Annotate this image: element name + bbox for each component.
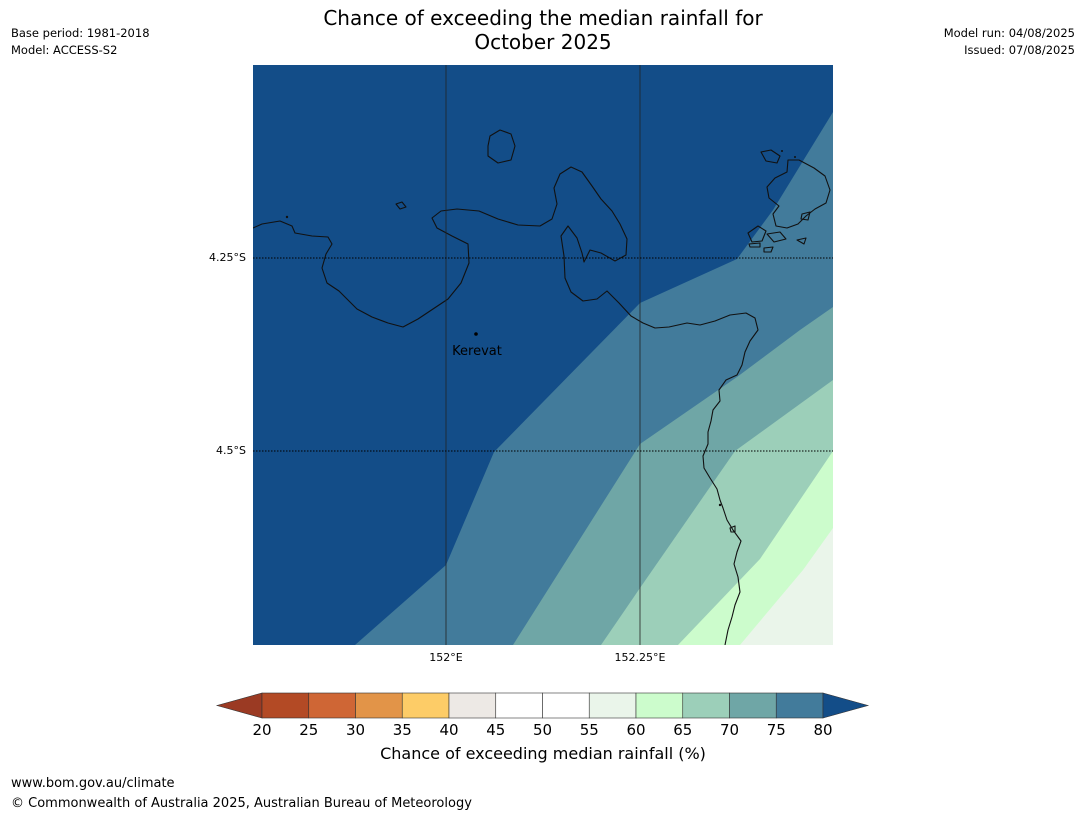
colorbar-segment — [682, 692, 730, 719]
lon-label-152e: 152°E — [429, 651, 462, 664]
colorbar-tick-label: 30 — [346, 721, 365, 739]
colorbar-segment — [542, 692, 590, 719]
colorbar-segment — [401, 692, 450, 719]
colorbar-tick-label: 55 — [580, 721, 599, 739]
metadata-left: Base period: 1981-2018 Model: ACCESS-S2 — [11, 25, 150, 59]
colorbar-segment — [355, 692, 403, 719]
colorbar-tick-label: 20 — [252, 721, 271, 739]
colorbar-tick-label: 45 — [486, 721, 505, 739]
colorbar-label: Chance of exceeding median rainfall (%) — [380, 744, 706, 763]
model-text: Model: ACCESS-S2 — [11, 43, 118, 57]
kerevat-label: Kerevat — [452, 344, 502, 359]
lon-label-152-25e: 152.25°E — [615, 651, 666, 664]
map-area: Kerevat — [253, 65, 833, 645]
colorbar-tick-label: 75 — [767, 721, 786, 739]
kerevat-marker — [474, 332, 478, 336]
colorbar-over-arrow — [822, 692, 870, 719]
map-title-line1: Chance of exceeding the median rainfall … — [323, 6, 763, 30]
footer: www.bom.gov.au/climate © Commonwealth of… — [11, 774, 472, 814]
colorbar-tick-label: 40 — [439, 721, 458, 739]
metadata-right: Model run: 04/08/2025 Issued: 07/08/2025 — [944, 25, 1075, 59]
colorbar-tick-label: 80 — [813, 721, 832, 739]
model-run-text: Model run: 04/08/2025 — [943, 26, 1075, 40]
colorbar-tick-label: 50 — [533, 721, 552, 739]
issued-text: Issued: 07/08/2025 — [964, 43, 1075, 57]
colorbar-segment — [495, 692, 543, 719]
colorbar-segment — [448, 692, 497, 719]
base-period-text: Base period: 1981-2018 — [11, 26, 150, 40]
colorbar-segment — [588, 692, 637, 719]
colorbar-segment — [308, 692, 356, 719]
map-title: Chance of exceeding the median rainfall … — [243, 6, 843, 54]
colorbar-tick-label: 35 — [393, 721, 412, 739]
lat-label-4-25s: 4.25°S — [209, 251, 246, 264]
colorbar-segment — [261, 692, 310, 719]
colorbar-ticks: 20 25 30 35 40 45 50 55 60 65 70 75 80 — [252, 721, 832, 739]
colorbar-segment — [635, 692, 684, 719]
footer-url: www.bom.gov.au/climate — [11, 776, 175, 791]
colorbar-tick-label: 60 — [626, 721, 645, 739]
footer-copyright: © Commonwealth of Australia 2025, Austra… — [11, 796, 472, 811]
colorbar-segment — [729, 692, 777, 719]
colorbar-segments — [261, 692, 824, 719]
probability-band-55-60 — [740, 528, 833, 645]
colorbar-tick-label: 70 — [720, 721, 739, 739]
lat-label-4-5s: 4.5°S — [216, 444, 246, 457]
colorbar-tick-label: 25 — [299, 721, 318, 739]
map-title-line2: October 2025 — [474, 30, 612, 54]
coastline — [253, 129, 831, 645]
graticule — [253, 65, 833, 645]
colorbar-under-arrow — [215, 692, 263, 719]
colorbar-tick-label: 65 — [673, 721, 692, 739]
colorbar-segment — [775, 692, 824, 719]
